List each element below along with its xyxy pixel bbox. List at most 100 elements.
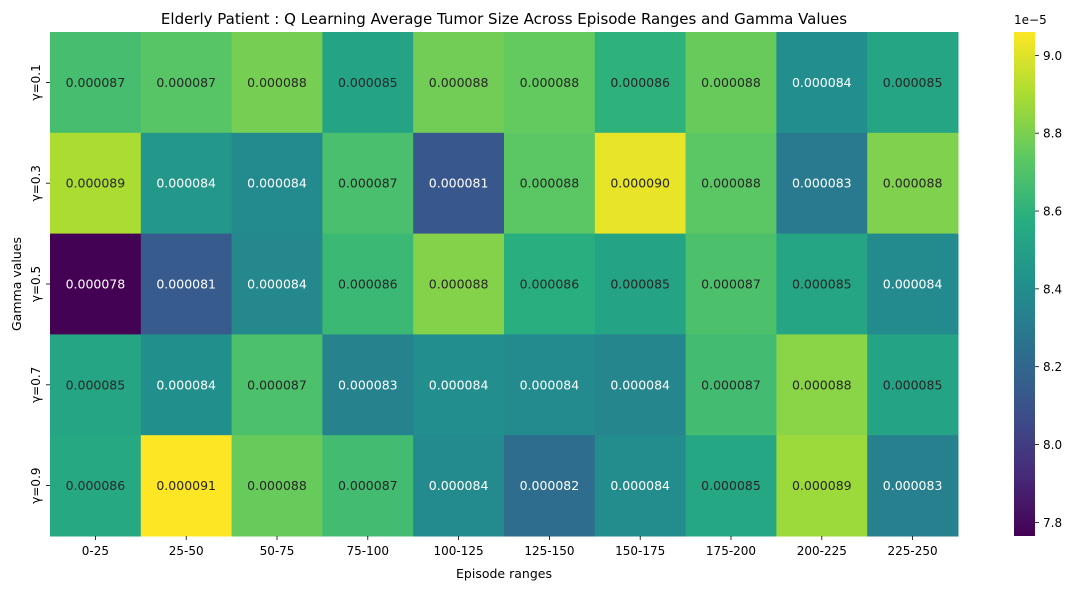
colorbar-exponent-label: 1e−5 bbox=[1014, 13, 1047, 27]
heatmap-cell bbox=[322, 435, 414, 537]
heatmap-cell bbox=[140, 32, 233, 134]
cell-value-label: 0.000090 bbox=[610, 176, 670, 191]
heatmap-cell bbox=[50, 334, 142, 436]
heatmap-cell bbox=[867, 435, 959, 537]
y-axis-label: Gamma values bbox=[9, 237, 24, 331]
cell-value-label: 0.000088 bbox=[883, 176, 943, 191]
heatmap-cell bbox=[231, 435, 323, 537]
heatmap-cell bbox=[322, 32, 414, 134]
heatmap-cell bbox=[776, 233, 868, 335]
colorbar: 1e−5 7.8 8.0 8.2 8.4 8.6 8.8 9.0 bbox=[1014, 13, 1062, 536]
cell-value-label: 0.000084 bbox=[156, 377, 216, 392]
heatmap-cell bbox=[322, 132, 414, 235]
heatmap-cell bbox=[867, 334, 959, 436]
heatmap-cell bbox=[231, 132, 323, 235]
heatmap-cell bbox=[140, 233, 233, 335]
heatmap-cell bbox=[776, 132, 868, 235]
cell-value-label: 0.000085 bbox=[883, 377, 943, 392]
heatmap-cell bbox=[322, 334, 414, 436]
y-tick-label: γ=0.1 bbox=[29, 64, 43, 100]
cell-value-label: 0.000086 bbox=[338, 277, 398, 292]
cell-value-label: 0.000084 bbox=[429, 478, 489, 493]
cell-value-label: 0.000088 bbox=[429, 277, 489, 292]
cell-value-label: 0.000085 bbox=[792, 277, 852, 292]
heatmap-cell bbox=[413, 435, 505, 537]
heatmap-cell bbox=[685, 233, 777, 335]
cell-value-label: 0.000084 bbox=[156, 176, 216, 191]
cell-value-label: 0.000091 bbox=[156, 478, 216, 493]
cell-value-label: 0.000089 bbox=[792, 478, 852, 493]
cell-value-label: 0.000087 bbox=[338, 176, 398, 191]
heatmap-cell bbox=[413, 132, 505, 235]
y-tick-label: γ=0.5 bbox=[29, 266, 43, 302]
cell-value-label: 0.000085 bbox=[883, 75, 943, 90]
cell-value-label: 0.000083 bbox=[338, 377, 398, 392]
cell-value-label: 0.000088 bbox=[701, 176, 761, 191]
cell-value-label: 0.000081 bbox=[429, 176, 489, 191]
heatmap-cell bbox=[594, 334, 687, 436]
cell-value-label: 0.000088 bbox=[429, 75, 489, 90]
x-tick-label: 50-75 bbox=[260, 544, 295, 558]
x-tick-label: 150-175 bbox=[615, 544, 665, 558]
cell-value-label: 0.000086 bbox=[520, 277, 580, 292]
heatmap-cell bbox=[231, 334, 323, 436]
cell-value-label: 0.000087 bbox=[701, 377, 761, 392]
cell-value-label: 0.000083 bbox=[883, 478, 943, 493]
cell-value-label: 0.000082 bbox=[520, 478, 580, 493]
cell-value-label: 0.000085 bbox=[610, 277, 670, 292]
cell-value-label: 0.000081 bbox=[156, 277, 216, 292]
heatmap-cell bbox=[504, 435, 596, 537]
cell-value-label: 0.000085 bbox=[66, 377, 126, 392]
cell-value-label: 0.000084 bbox=[610, 377, 670, 392]
heatmap-cell bbox=[50, 435, 142, 537]
cell-value-label: 0.000084 bbox=[247, 176, 307, 191]
x-tick-label: 200-225 bbox=[797, 544, 847, 558]
heatmap-cell bbox=[594, 132, 687, 235]
heatmap-cell bbox=[140, 132, 233, 235]
heatmap-cell bbox=[413, 334, 505, 436]
chart-title: Elderly Patient : Q Learning Average Tum… bbox=[161, 10, 847, 28]
heatmap-cell bbox=[504, 233, 596, 335]
heatmap-cell bbox=[867, 233, 959, 335]
cell-value-label: 0.000083 bbox=[792, 176, 852, 191]
heatmap-cell bbox=[413, 233, 505, 335]
cell-value-label: 0.000084 bbox=[429, 377, 489, 392]
x-axis-label: Episode ranges bbox=[456, 566, 552, 581]
heatmap-cell bbox=[594, 233, 687, 335]
cell-value-label: 0.000089 bbox=[66, 176, 126, 191]
heatmap-cell bbox=[776, 32, 868, 134]
colorbar-tick-label: 8.8 bbox=[1043, 127, 1062, 141]
x-tick-label: 125-150 bbox=[524, 544, 574, 558]
cell-value-label: 0.000085 bbox=[701, 478, 761, 493]
colorbar-ticks: 7.8 8.0 8.2 8.4 8.6 8.8 9.0 bbox=[1035, 49, 1062, 530]
heatmap-cell bbox=[504, 32, 596, 134]
y-axis-ticks: γ=0.1 γ=0.3 γ=0.5 γ=0.7 γ=0.9 bbox=[29, 64, 50, 504]
x-axis-ticks: 0-25 25-50 50-75 75-100 100-125 125-150 150-17… bbox=[82, 536, 938, 558]
heatmap-cell bbox=[776, 334, 868, 436]
heatmap-cell bbox=[685, 132, 777, 235]
heatmap-cell bbox=[50, 32, 142, 134]
colorbar-tick-label: 9.0 bbox=[1043, 49, 1062, 63]
cell-value-label: 0.000084 bbox=[792, 75, 852, 90]
cell-value-label: 0.000078 bbox=[66, 277, 126, 292]
heatmap-cell bbox=[50, 233, 142, 335]
heatmap-cell bbox=[867, 32, 959, 134]
heatmap-cell bbox=[322, 233, 414, 335]
colorbar-tick-label: 8.0 bbox=[1043, 438, 1062, 452]
colorbar-tick-label: 7.8 bbox=[1043, 516, 1062, 530]
cell-value-label: 0.000088 bbox=[247, 478, 307, 493]
heatmap-cell bbox=[504, 132, 596, 235]
heatmap-cell bbox=[776, 435, 868, 537]
cell-value-label: 0.000085 bbox=[338, 75, 398, 90]
y-tick-label: γ=0.9 bbox=[29, 467, 43, 503]
heatmap-cell bbox=[231, 32, 323, 134]
cell-value-label: 0.000087 bbox=[66, 75, 126, 90]
heatmap-cell bbox=[140, 435, 233, 537]
colorbar-gradient bbox=[1014, 32, 1035, 536]
x-tick-label: 225-250 bbox=[888, 544, 938, 558]
heatmap-cell bbox=[413, 32, 505, 134]
heatmap-cell bbox=[231, 233, 323, 335]
x-tick-label: 75-100 bbox=[347, 544, 390, 558]
colorbar-tick-label: 8.6 bbox=[1043, 205, 1062, 219]
